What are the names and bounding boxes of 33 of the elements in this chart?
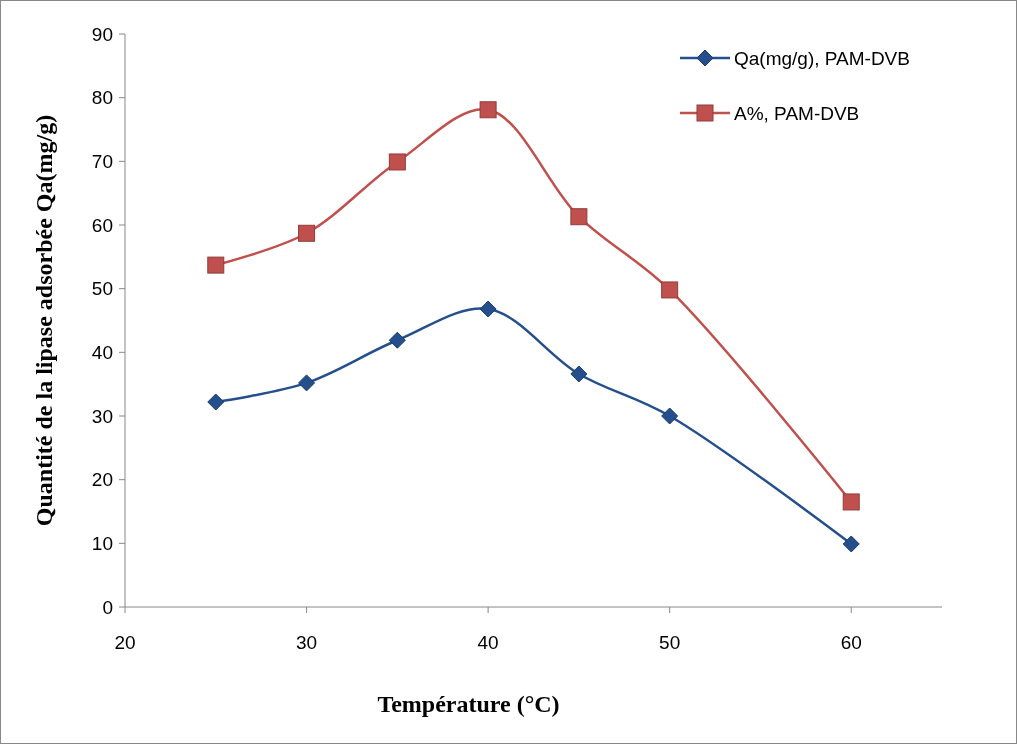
y-tick-label: 40 <box>91 341 113 363</box>
y-tick-label: 0 <box>102 596 113 618</box>
y-tick-label: 80 <box>91 87 113 109</box>
x-tick-label: 30 <box>295 632 318 653</box>
point <box>479 300 497 318</box>
point <box>661 407 679 425</box>
point <box>570 365 588 383</box>
legend-label: A%, PAM-DVB <box>734 102 860 124</box>
point <box>479 101 497 119</box>
point <box>388 153 406 171</box>
y-tick-label: 50 <box>91 278 113 300</box>
point <box>207 256 225 274</box>
legend-label: Qa(mg/g), PAM-DVB <box>734 47 910 69</box>
x-tick-label: 50 <box>659 632 681 653</box>
point <box>842 493 860 511</box>
y-tick-label: 30 <box>91 405 113 427</box>
point <box>570 208 588 226</box>
point <box>207 393 225 411</box>
point <box>298 374 316 392</box>
x-tick-label: 60 <box>840 632 862 653</box>
x-tick-label: 20 <box>114 632 136 653</box>
y-tick-label: 20 <box>91 469 113 491</box>
x-axis-title: Température (°C) <box>377 691 560 717</box>
y-tick-label: 10 <box>91 532 113 554</box>
y-axis-title: Quantité de la lipase adsorbée Qa(mg/g) <box>31 114 57 527</box>
point <box>661 281 679 299</box>
y-tick-label: 90 <box>91 23 113 45</box>
y-tick-label: 70 <box>91 150 113 172</box>
point <box>388 331 406 349</box>
y-tick-label: 60 <box>91 214 113 236</box>
point <box>842 535 860 553</box>
point <box>298 224 316 242</box>
x-tick-label: 40 <box>477 632 499 653</box>
